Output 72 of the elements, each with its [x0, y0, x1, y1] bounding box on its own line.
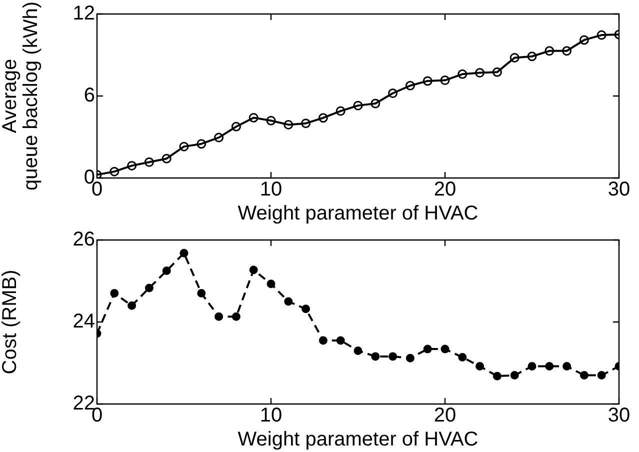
point [580, 371, 588, 380]
point [440, 76, 450, 86]
point [528, 362, 536, 371]
point [579, 35, 589, 45]
y-tick-label: 6 [84, 84, 95, 107]
point [458, 353, 467, 362]
point [127, 160, 137, 170]
point [144, 157, 154, 167]
y-axis-title: Average queue backlog (kWh) [0, 2, 42, 190]
point [422, 76, 432, 86]
point [318, 113, 328, 123]
point [458, 69, 468, 79]
point [405, 80, 415, 90]
point [336, 336, 345, 345]
point [545, 362, 554, 371]
point [284, 297, 293, 306]
point [249, 266, 258, 274]
point [388, 88, 398, 98]
x-axis-title: Weight parameter of HVAC [238, 202, 478, 225]
point [162, 266, 171, 275]
point [406, 354, 414, 362]
point [476, 362, 484, 371]
x-tick-label: 10 [260, 404, 282, 427]
point [266, 116, 276, 126]
point [510, 371, 519, 380]
point [302, 304, 310, 314]
point [492, 372, 502, 380]
point [353, 100, 363, 110]
x-tick-label: 30 [608, 178, 630, 201]
point [388, 352, 398, 361]
point [371, 352, 380, 361]
point [492, 67, 502, 77]
point [336, 106, 346, 116]
x-tick-label: 20 [434, 404, 456, 427]
x-tick-label: 20 [434, 178, 456, 201]
point [527, 52, 537, 62]
point [284, 120, 294, 130]
point [180, 248, 188, 258]
point [162, 154, 172, 164]
point [214, 312, 224, 321]
point [562, 46, 572, 56]
point [597, 371, 606, 380]
point [231, 122, 241, 132]
point [301, 118, 311, 128]
point [354, 346, 362, 355]
y-tick-label: 12 [72, 2, 95, 25]
point [248, 112, 258, 122]
point [128, 301, 136, 310]
x-tick-label: 30 [608, 404, 630, 427]
point [475, 68, 485, 78]
point [214, 132, 224, 142]
point [370, 98, 380, 108]
point [544, 46, 554, 56]
y-tick-label: 24 [72, 310, 95, 333]
point [232, 312, 240, 321]
point [440, 344, 450, 354]
point [110, 166, 120, 176]
point [144, 284, 154, 292]
point [196, 139, 206, 149]
y-axis-title: Cost (RMB) [0, 270, 22, 374]
x-tick-label: 10 [260, 178, 282, 201]
point [423, 344, 432, 354]
point [179, 142, 189, 152]
point [510, 52, 520, 62]
point [266, 280, 276, 288]
point [596, 30, 606, 40]
point [562, 362, 572, 371]
x-axis-title: Weight parameter of HVAC [238, 428, 478, 451]
point [110, 289, 119, 298]
point [318, 336, 328, 345]
y-tick-label: 26 [72, 228, 95, 251]
point [197, 289, 206, 298]
